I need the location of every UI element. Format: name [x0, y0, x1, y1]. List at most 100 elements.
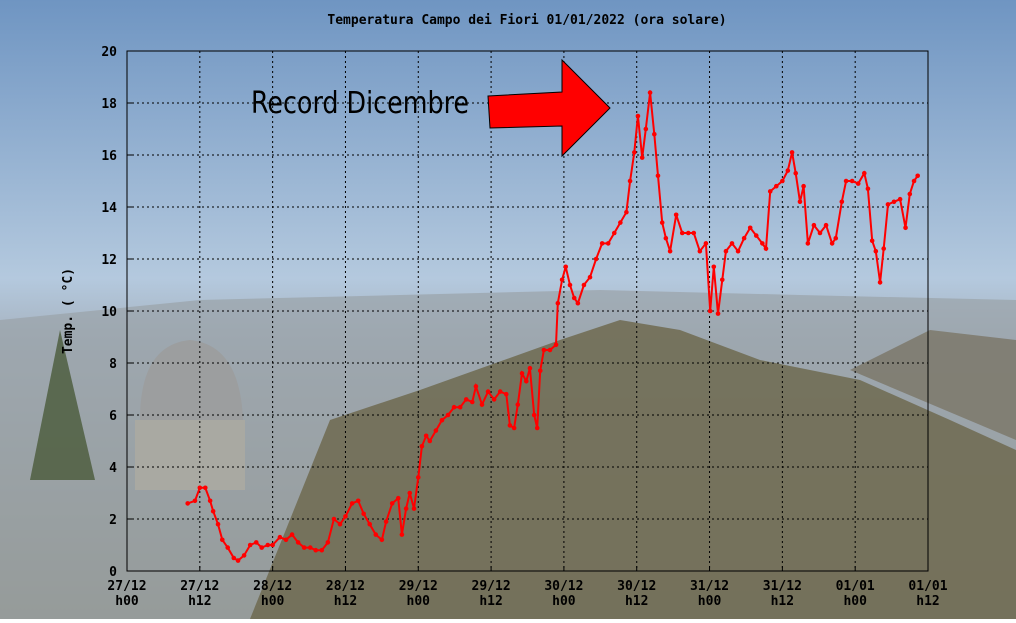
x-tick-label: h00: [698, 594, 722, 609]
data-point: [253, 540, 259, 545]
data-point: [485, 389, 491, 394]
x-tick-label: h00: [261, 594, 285, 609]
x-tick-label: h00: [115, 594, 139, 609]
data-point: [197, 485, 203, 491]
x-tick-label: 29/12: [399, 579, 438, 594]
data-point: [423, 433, 429, 439]
y-tick-label: 0: [109, 565, 117, 580]
data-point: [519, 371, 525, 376]
data-point: [289, 532, 295, 537]
data-point: [873, 248, 879, 254]
data-point: [703, 241, 709, 246]
x-tick-label: 29/12: [472, 579, 511, 594]
data-point: [679, 230, 685, 236]
x-tick-label: h12: [771, 594, 794, 609]
data-point: [411, 506, 417, 511]
data-point: [265, 542, 271, 548]
data-point: [729, 241, 735, 246]
data-point: [907, 191, 913, 197]
data-point: [349, 501, 355, 506]
data-point: [367, 521, 373, 527]
data-point: [773, 183, 779, 189]
data-point: [763, 246, 769, 251]
x-tick-label: 27/12: [107, 579, 146, 594]
data-point: [379, 537, 385, 543]
data-point: [881, 246, 887, 251]
data-point: [507, 423, 513, 428]
data-point: [399, 532, 405, 537]
observatory-dome: [140, 340, 243, 420]
x-tick-label: h12: [916, 594, 939, 609]
data-point: [395, 495, 401, 501]
data-point: [541, 347, 547, 353]
data-point: [433, 428, 439, 433]
data-point: [624, 209, 629, 215]
data-point: [225, 545, 231, 550]
data-point: [270, 542, 275, 548]
data-point: [903, 225, 908, 231]
data-point: [469, 399, 475, 405]
x-tick-label: 30/12: [544, 579, 583, 594]
data-point: [331, 516, 337, 522]
data-point: [343, 514, 348, 519]
data-point: [639, 155, 645, 160]
data-point: [325, 540, 331, 545]
data-point: [587, 274, 593, 280]
x-tick-label: 28/12: [253, 579, 292, 594]
y-tick-label: 20: [101, 45, 117, 60]
data-point: [741, 235, 747, 241]
data-point: [723, 248, 729, 254]
data-point: [829, 241, 835, 246]
data-point: [855, 181, 861, 186]
x-tick-label: 31/12: [690, 579, 729, 594]
data-point: [531, 412, 537, 418]
data-point: [202, 485, 208, 491]
hill: [250, 320, 1016, 619]
data-point: [527, 365, 533, 371]
data-point: [523, 378, 529, 384]
x-tick-label: h00: [552, 594, 576, 609]
y-tick-label: 6: [109, 409, 117, 424]
data-point: [301, 545, 307, 550]
tree: [30, 330, 95, 480]
data-point: [479, 402, 485, 407]
y-tick-label: 4: [109, 461, 117, 476]
data-point: [451, 404, 457, 410]
data-point: [719, 277, 725, 283]
data-point: [407, 490, 413, 496]
plot: [185, 90, 920, 563]
data-point: [780, 178, 785, 184]
data-point: [823, 222, 829, 228]
data-point: [849, 178, 855, 184]
data-point: [861, 170, 867, 176]
x-tick-label: h12: [625, 594, 648, 609]
data-point: [877, 280, 883, 285]
data-point: [403, 506, 409, 511]
data-point: [673, 212, 679, 218]
x-tick-label: 28/12: [326, 579, 365, 594]
data-point: [559, 277, 565, 283]
data-point: [373, 532, 379, 537]
data-point: [210, 508, 216, 514]
x-tick-label: 30/12: [617, 579, 656, 594]
data-point: [911, 178, 917, 184]
data-point: [869, 238, 875, 244]
data-point: [497, 389, 503, 394]
data-point: [647, 90, 653, 95]
data-point: [207, 498, 213, 504]
x-tick-label: h12: [479, 594, 502, 609]
data-point: [611, 230, 617, 236]
data-point: [839, 199, 845, 205]
data-point: [697, 248, 703, 254]
data-point: [307, 545, 313, 550]
data-point: [715, 311, 721, 316]
data-point: [575, 300, 581, 306]
data-point: [652, 131, 657, 137]
data-point: [891, 199, 897, 205]
data-point: [277, 534, 283, 540]
data-point: [711, 264, 717, 270]
data-point: [897, 196, 903, 202]
data-point: [427, 438, 433, 444]
x-tick-label: 01/01: [908, 579, 947, 594]
